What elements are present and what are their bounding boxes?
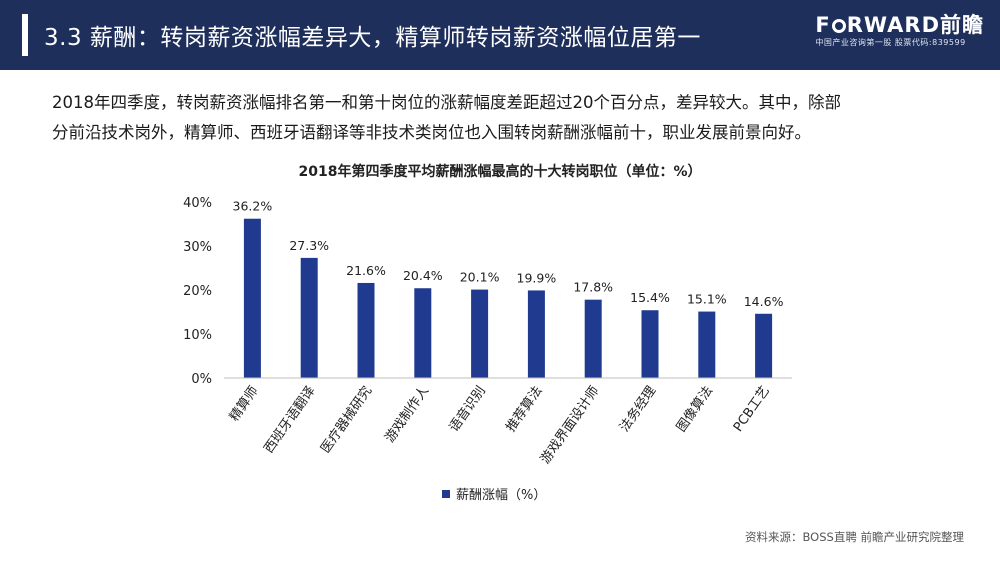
- chart-title: 2018年第四季度平均薪酬涨幅最高的十大转岗职位（单位：%）: [298, 164, 702, 180]
- header-bar: 3.3 薪酬：转岗薪资涨幅差异大，精算师转岗薪资涨幅位居第一 F RWARD前瞻 …: [0, 0, 1000, 70]
- x-tick-label: 推荐算法: [504, 384, 546, 435]
- y-axis: 0% 10% 20% 30% 40%: [183, 196, 212, 387]
- y-tick-label: 20%: [183, 284, 212, 299]
- header-accent-bar: [22, 14, 28, 56]
- bar: [300, 257, 318, 378]
- bar: [527, 290, 545, 378]
- data-label: 17.8%: [573, 280, 613, 295]
- logo-wordmark: F RWARD前瞻: [815, 14, 984, 36]
- chart-legend: 薪酬涨幅（%）: [442, 484, 546, 503]
- x-tick-label: 精算师: [227, 384, 262, 425]
- y-tick-label: 0%: [191, 372, 212, 387]
- intro-line-1: 2018年四季度，转岗薪资涨幅排名第一和第十岗位的涨薪幅度差距超过20个百分点，…: [52, 93, 841, 112]
- logo-wordmark-start: F: [815, 13, 831, 37]
- bar: [357, 282, 375, 378]
- data-label: 15.1%: [687, 292, 727, 307]
- bars: 36.2% 27.3% 21.6% 20.4% 20.1% 19.9% 17.8% 15.4%…: [233, 199, 784, 378]
- x-tick-label: 语音识别: [446, 383, 489, 435]
- logo-wordmark-end: RWARD前瞻: [846, 13, 984, 37]
- logo-subtitle: 中国产业咨询第一股 股票代码:839599: [815, 38, 966, 47]
- x-tick-label: 游戏制作人: [382, 384, 432, 446]
- y-tick-label: 40%: [183, 196, 212, 211]
- legend-label: 薪酬涨幅（%）: [456, 488, 547, 503]
- x-axis: 精算师 西班牙语翻译 医疗器械研究 游戏制作人 语音识别 推荐算法游戏界面设计师 法务经理图…: [224, 377, 792, 467]
- bar: [471, 289, 489, 378]
- bar: [641, 310, 659, 378]
- data-label: 20.4%: [403, 268, 443, 283]
- data-label: 27.3%: [289, 238, 329, 253]
- x-tick-label: 游戏界面设计师: [538, 384, 602, 467]
- legend-swatch: [442, 489, 450, 498]
- data-label: 21.6%: [346, 263, 386, 278]
- data-label: 15.4%: [630, 290, 670, 305]
- x-tick-label: 法务经理: [616, 383, 659, 435]
- y-tick-label: 10%: [183, 328, 212, 343]
- page-title: 3.3 薪酬：转岗薪资涨幅差异大，精算师转岗薪资涨幅位居第一: [44, 25, 701, 51]
- data-label: 36.2%: [233, 199, 273, 214]
- intro-line-2: 分前沿技术岗外，精算师、西班牙语翻译等非技术类岗位也入围转岗薪酬涨幅前十，职业发…: [52, 123, 811, 142]
- x-tick-label: 西班牙语翻译: [261, 384, 318, 457]
- source-note: 资料来源：BOSS直聘 前瞻产业研究院整理: [745, 530, 964, 544]
- bar: [755, 313, 773, 378]
- x-tick-label: PCB工艺: [731, 384, 773, 435]
- bar: [584, 299, 602, 378]
- bar: [414, 288, 432, 378]
- brand-logo: F RWARD前瞻 中国产业咨询第一股 股票代码:839599: [815, 14, 984, 50]
- x-tick-label: 医疗器械研究: [318, 384, 375, 457]
- logo-ring-icon: [831, 19, 846, 33]
- bar: [243, 218, 261, 378]
- y-tick-label: 30%: [183, 240, 212, 255]
- data-label: 19.9%: [517, 270, 557, 285]
- bar: [698, 311, 716, 378]
- data-label: 14.6%: [744, 294, 784, 309]
- data-label: 20.1%: [460, 270, 500, 285]
- intro-paragraph: 2018年四季度，转岗薪资涨幅排名第一和第十岗位的涨薪幅度差距超过20个百分点，…: [52, 88, 952, 148]
- x-tick-label: 图像算法: [674, 384, 716, 435]
